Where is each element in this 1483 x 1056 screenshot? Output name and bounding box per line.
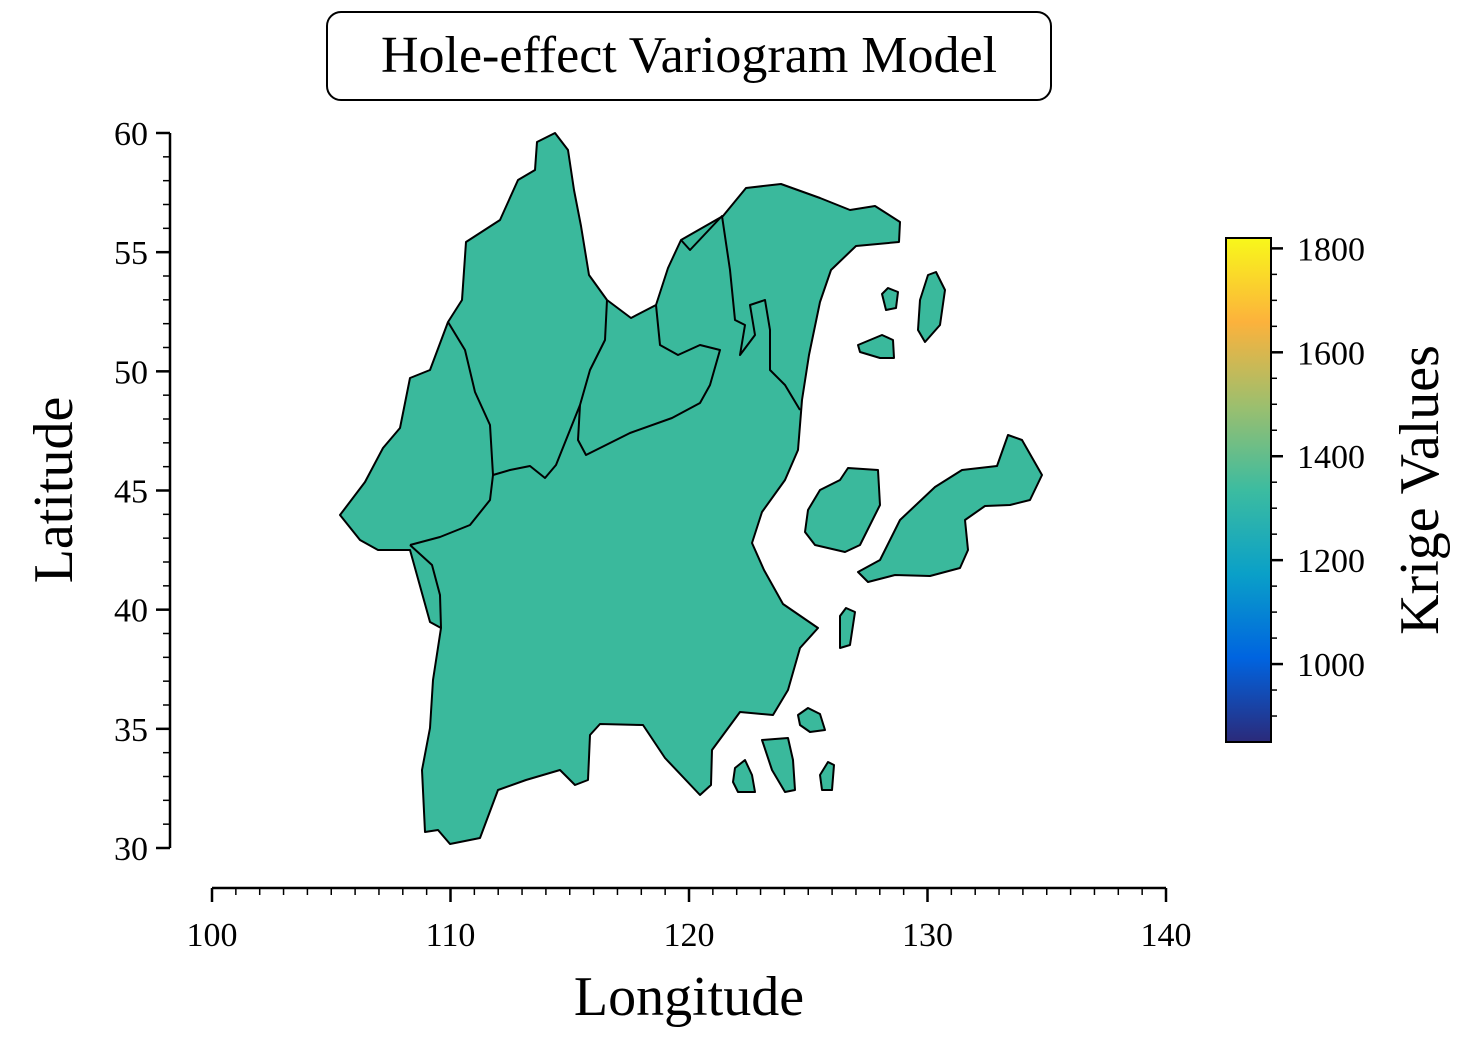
border-line bbox=[447, 299, 608, 479]
border-line bbox=[409, 544, 442, 629]
y-tick-label: 35 bbox=[114, 712, 148, 749]
colorbar-ticks: 1000 1200 1400 1600 1800 bbox=[1271, 231, 1365, 717]
colorbar-tick-label: 1800 bbox=[1297, 231, 1365, 268]
y-axis: 30 35 40 45 50 55 60 bbox=[114, 116, 172, 868]
x-axis-label: Longitude bbox=[574, 966, 804, 1028]
region-island bbox=[857, 334, 895, 359]
region-island bbox=[881, 287, 899, 311]
x-tick-label: 100 bbox=[187, 917, 238, 954]
y-tick-label: 55 bbox=[114, 235, 148, 272]
region-mainland bbox=[339, 132, 901, 845]
region-island bbox=[857, 434, 1043, 583]
colorbar-tick-label: 1000 bbox=[1297, 647, 1365, 684]
y-axis-label: Latitude bbox=[23, 397, 85, 584]
colorbar-tick-label: 1600 bbox=[1297, 335, 1365, 372]
y-tick-label: 50 bbox=[114, 354, 148, 391]
y-tick-label: 45 bbox=[114, 474, 148, 511]
region-island bbox=[761, 737, 796, 793]
x-axis: 100 110 120 130 140 bbox=[187, 886, 1192, 954]
colorbar-tick-label: 1400 bbox=[1297, 439, 1365, 476]
region-island bbox=[797, 707, 826, 733]
x-tick-label: 120 bbox=[664, 917, 715, 954]
border-line bbox=[577, 304, 721, 456]
border-line bbox=[680, 215, 801, 411]
map-regions bbox=[339, 132, 1043, 845]
chart-title: Hole-effect Variogram Model bbox=[381, 27, 997, 84]
region-island bbox=[819, 761, 835, 791]
title-box: Hole-effect Variogram Model bbox=[326, 11, 1052, 101]
x-tick-label: 130 bbox=[902, 917, 953, 954]
x-tick-label: 140 bbox=[1141, 917, 1192, 954]
colorbar-label: Krige Values bbox=[1389, 345, 1451, 635]
y-tick-label: 60 bbox=[114, 116, 148, 153]
colorbar-gradient bbox=[1225, 237, 1272, 743]
y-tick-label: 30 bbox=[114, 831, 148, 868]
colorbar-tick-label: 1200 bbox=[1297, 543, 1365, 580]
border-line bbox=[409, 474, 494, 546]
region-island bbox=[732, 759, 756, 793]
region-island bbox=[839, 607, 856, 649]
colorbar: 1000 1200 1400 1600 1800 bbox=[1225, 231, 1365, 743]
region-island bbox=[804, 467, 881, 553]
x-tick-label: 110 bbox=[426, 917, 476, 954]
region-island bbox=[917, 271, 946, 343]
y-tick-label: 40 bbox=[114, 593, 148, 630]
